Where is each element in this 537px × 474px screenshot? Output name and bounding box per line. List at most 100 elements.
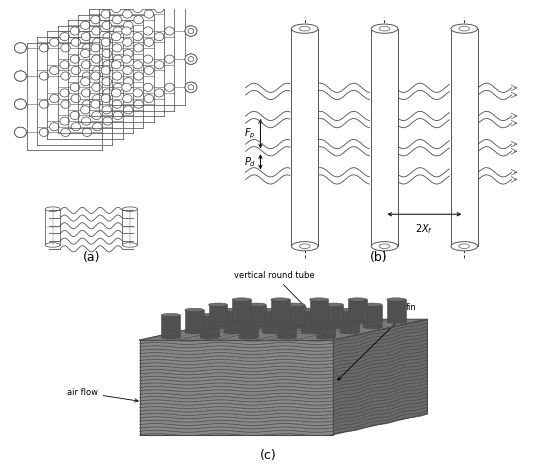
Ellipse shape xyxy=(39,72,49,80)
Ellipse shape xyxy=(271,298,290,301)
Bar xyxy=(161,315,180,337)
Ellipse shape xyxy=(223,308,243,311)
Ellipse shape xyxy=(232,320,251,324)
Ellipse shape xyxy=(134,44,143,52)
Ellipse shape xyxy=(387,298,406,301)
Ellipse shape xyxy=(188,0,194,5)
Ellipse shape xyxy=(223,331,243,334)
Ellipse shape xyxy=(262,308,281,311)
Ellipse shape xyxy=(122,94,132,103)
Ellipse shape xyxy=(91,72,100,80)
Ellipse shape xyxy=(316,336,335,339)
Ellipse shape xyxy=(14,71,26,81)
Ellipse shape xyxy=(71,38,81,46)
Ellipse shape xyxy=(348,298,367,301)
Ellipse shape xyxy=(165,27,174,35)
Bar xyxy=(451,29,477,246)
Ellipse shape xyxy=(185,0,197,8)
Bar xyxy=(271,300,290,322)
Ellipse shape xyxy=(208,326,228,329)
Ellipse shape xyxy=(200,313,219,317)
Ellipse shape xyxy=(185,82,197,92)
Ellipse shape xyxy=(300,244,310,248)
Bar xyxy=(301,310,320,332)
Ellipse shape xyxy=(102,78,112,86)
Bar xyxy=(208,305,228,327)
Ellipse shape xyxy=(113,83,122,91)
Ellipse shape xyxy=(14,71,26,81)
Ellipse shape xyxy=(300,27,310,31)
Bar xyxy=(324,305,344,327)
Ellipse shape xyxy=(14,43,26,53)
Ellipse shape xyxy=(301,308,320,311)
Ellipse shape xyxy=(14,99,26,109)
Ellipse shape xyxy=(185,82,197,92)
Bar xyxy=(309,300,329,322)
Ellipse shape xyxy=(185,26,197,36)
Ellipse shape xyxy=(92,55,101,63)
Ellipse shape xyxy=(102,106,112,114)
Ellipse shape xyxy=(91,44,100,52)
Ellipse shape xyxy=(102,49,112,58)
Ellipse shape xyxy=(92,83,101,91)
Ellipse shape xyxy=(91,100,100,108)
Bar xyxy=(339,310,359,332)
Bar xyxy=(387,300,406,322)
Ellipse shape xyxy=(82,72,92,80)
Ellipse shape xyxy=(143,0,153,7)
Ellipse shape xyxy=(60,117,69,125)
Ellipse shape xyxy=(185,26,197,36)
Polygon shape xyxy=(333,319,427,435)
Ellipse shape xyxy=(232,298,251,301)
Ellipse shape xyxy=(324,326,344,329)
Ellipse shape xyxy=(238,336,258,339)
Ellipse shape xyxy=(286,303,305,306)
Ellipse shape xyxy=(122,38,132,46)
Ellipse shape xyxy=(371,24,398,33)
Ellipse shape xyxy=(71,123,81,131)
Ellipse shape xyxy=(143,83,153,91)
Ellipse shape xyxy=(45,243,60,247)
Bar xyxy=(232,300,251,322)
Ellipse shape xyxy=(39,100,49,108)
Ellipse shape xyxy=(188,28,194,34)
Ellipse shape xyxy=(348,320,367,324)
Ellipse shape xyxy=(238,313,258,317)
Ellipse shape xyxy=(379,27,390,31)
Ellipse shape xyxy=(91,16,100,24)
Ellipse shape xyxy=(102,21,112,29)
Ellipse shape xyxy=(451,24,477,33)
Ellipse shape xyxy=(103,117,112,125)
Bar xyxy=(238,315,258,337)
Ellipse shape xyxy=(81,78,90,86)
Ellipse shape xyxy=(60,89,69,97)
Bar xyxy=(200,315,219,337)
Ellipse shape xyxy=(144,38,154,46)
Ellipse shape xyxy=(122,243,137,247)
Ellipse shape xyxy=(92,27,101,35)
Ellipse shape xyxy=(61,44,70,52)
Ellipse shape xyxy=(39,44,49,52)
Ellipse shape xyxy=(200,336,219,339)
Ellipse shape xyxy=(14,127,26,137)
Ellipse shape xyxy=(301,331,320,334)
Ellipse shape xyxy=(82,44,92,52)
Ellipse shape xyxy=(316,313,335,317)
Ellipse shape xyxy=(122,0,131,7)
Ellipse shape xyxy=(161,336,180,339)
Ellipse shape xyxy=(188,57,194,62)
Ellipse shape xyxy=(133,4,142,12)
Ellipse shape xyxy=(165,0,174,7)
Bar xyxy=(348,300,367,322)
Bar xyxy=(371,29,398,246)
Ellipse shape xyxy=(112,44,122,52)
Ellipse shape xyxy=(71,94,81,103)
Text: $F_p$: $F_p$ xyxy=(244,127,256,141)
Ellipse shape xyxy=(81,49,90,58)
Ellipse shape xyxy=(262,331,281,334)
Ellipse shape xyxy=(155,61,164,69)
Bar xyxy=(262,310,281,332)
Ellipse shape xyxy=(339,331,359,334)
Ellipse shape xyxy=(144,94,154,103)
Ellipse shape xyxy=(144,66,154,74)
